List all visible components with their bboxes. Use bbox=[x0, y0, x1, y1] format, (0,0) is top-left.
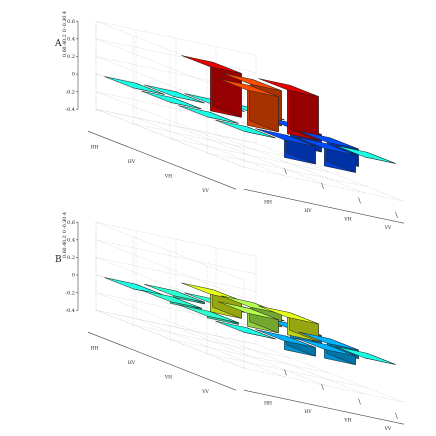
z-tick-label-rotated: -0.2 bbox=[62, 18, 68, 28]
panel-a: A0.60.60.40.40.20.200-0.2-0.2-0.4-0.4HHH… bbox=[54, 11, 405, 231]
z-tick-label-rotated: 0.6 bbox=[62, 250, 68, 258]
z-tick-label-rotated: -0.4 bbox=[62, 11, 68, 21]
grid bbox=[95, 21, 405, 202]
z-tick-label-rotated: 0.4 bbox=[62, 42, 68, 50]
z-tick-label-rotated: 0.2 bbox=[62, 34, 68, 42]
bar-3d bbox=[258, 78, 319, 141]
z-tick-label: 0 bbox=[72, 273, 75, 279]
x-category-label: VH bbox=[343, 417, 351, 423]
z-tick-label-rotated: -0.2 bbox=[62, 219, 68, 229]
y-category-label: HV bbox=[128, 159, 136, 165]
y-category-label: HH bbox=[91, 144, 99, 150]
x-category-label: HH bbox=[264, 400, 272, 406]
bar-3d bbox=[144, 84, 205, 104]
x-category-label: HV bbox=[304, 409, 312, 415]
category-axes: HH HV VH VV HH HV VH VV bbox=[87, 130, 405, 231]
bar-3d bbox=[295, 136, 356, 173]
panel-b: B0.60.60.40.40.20.200-0.2-0.2-0.4-0.4HHH… bbox=[55, 212, 405, 432]
grid bbox=[95, 222, 405, 403]
y-category-label: VV bbox=[201, 389, 209, 395]
z-axis: 0.60.60.40.40.20.200-0.2-0.2-0.4-0.4 bbox=[62, 212, 79, 314]
z-tick-label: 0.2 bbox=[67, 54, 75, 60]
bar-3d bbox=[218, 301, 279, 334]
z-tick-label-rotated: 0 bbox=[62, 29, 68, 32]
bar-3d bbox=[144, 284, 205, 305]
z-tick-label: -0.2 bbox=[65, 290, 75, 296]
bar-3d bbox=[295, 337, 356, 366]
bar-3d bbox=[141, 90, 202, 110]
bar-3d bbox=[215, 320, 276, 340]
x-category-label: VV bbox=[384, 225, 392, 231]
bar-3d bbox=[255, 329, 316, 357]
bar-3d bbox=[335, 346, 396, 365]
z-tick-label: 0.4 bbox=[67, 238, 75, 244]
x-category-label: HV bbox=[304, 208, 312, 214]
y-category-label: HH bbox=[91, 345, 99, 351]
panel-label: A bbox=[54, 39, 62, 49]
panel-label: B bbox=[55, 255, 62, 265]
y-category-label: HV bbox=[128, 360, 136, 366]
z-axis: 0.60.60.40.40.20.200-0.2-0.2-0.4-0.4 bbox=[62, 11, 79, 113]
bar-3d bbox=[255, 128, 316, 165]
bar-3d bbox=[104, 76, 165, 95]
bar-3d bbox=[215, 119, 276, 139]
z-tick-label-rotated: 0.4 bbox=[62, 243, 68, 251]
x-category-label: VV bbox=[384, 426, 392, 432]
z-tick-label: 0.2 bbox=[67, 255, 75, 261]
bar-3d bbox=[178, 105, 239, 124]
z-tick-label-rotated: 0.2 bbox=[62, 235, 68, 243]
y-category-label: VH bbox=[164, 173, 172, 179]
z-tick-label-rotated: 0.6 bbox=[62, 49, 68, 57]
z-tick-label: -0.4 bbox=[65, 107, 75, 113]
z-tick-label: -0.2 bbox=[65, 89, 75, 95]
category-axes: HH HV VH VV HH HV VH VV bbox=[87, 331, 405, 432]
z-tick-label: 0.4 bbox=[67, 37, 75, 43]
x-category-label: VH bbox=[343, 216, 351, 222]
z-tick-label-rotated: -0.4 bbox=[62, 212, 68, 222]
bar-3d bbox=[218, 78, 279, 133]
y-category-label: VH bbox=[164, 374, 172, 380]
y-category-label: VV bbox=[201, 188, 209, 194]
z-tick-label: 0 bbox=[72, 72, 75, 78]
x-category-label: HH bbox=[264, 199, 272, 205]
z-tick-label: 0.6 bbox=[67, 19, 75, 25]
bars bbox=[104, 277, 396, 366]
z-tick-label-rotated: 0 bbox=[62, 230, 68, 233]
z-tick-label: 0.6 bbox=[67, 220, 75, 226]
bar-3d bbox=[178, 304, 239, 325]
z-tick-label: -0.4 bbox=[65, 308, 75, 314]
bar-3d bbox=[335, 145, 396, 164]
bars bbox=[104, 55, 396, 173]
